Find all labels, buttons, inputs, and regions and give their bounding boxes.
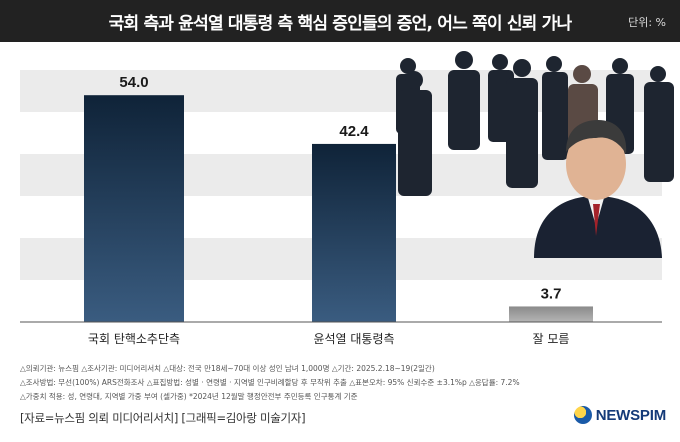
value-label-3: 3.7 bbox=[541, 285, 562, 302]
value-label-1: 54.0 bbox=[119, 74, 148, 91]
unit-label: 단위: % bbox=[628, 16, 666, 29]
newspim-logo-icon bbox=[573, 406, 592, 424]
photo-illustration bbox=[396, 51, 674, 258]
category-label-3: 잘 모름 bbox=[533, 332, 570, 346]
chart-title: 국회 측과 윤석열 대통령 측 핵심 증인들의 증언, 어느 쪽이 신뢰 가나 bbox=[108, 14, 572, 34]
category-label-2: 윤석열 대통령측 bbox=[313, 332, 394, 346]
note-line-3: △가중치 적용: 성, 연령대, 지역별 가중 부여 (셀가중) *2024년 … bbox=[20, 392, 358, 401]
bar-3 bbox=[509, 306, 593, 322]
bar-1 bbox=[84, 95, 184, 322]
brand-name: NEWSPIM bbox=[595, 406, 666, 424]
header-bar: 국회 측과 윤석열 대통령 측 핵심 증인들의 증언, 어느 쪽이 신뢰 가나 … bbox=[0, 0, 680, 42]
bar-chart: 54.0 국회 탄핵소추단측 42.4 윤석열 대통령측 3.7 잘 모름 bbox=[20, 70, 662, 346]
note-line-1: △의뢰기관: 뉴스핌 △조사기관: 미디어리서치 △대상: 전국 만18세~70… bbox=[20, 364, 435, 373]
source-credit: [자료=뉴스핌 의뢰 미디어리서치] [그래픽=김아랑 미술기자] bbox=[20, 411, 306, 425]
value-label-2: 42.4 bbox=[339, 123, 369, 140]
bar-2 bbox=[312, 143, 396, 322]
note-line-2: △조사방법: 무선(100%) ARS전화조사 △표집방법: 성별 · 연령별 … bbox=[20, 378, 520, 387]
category-label-1: 국회 탄핵소추단측 bbox=[88, 332, 180, 346]
survey-notes: △의뢰기관: 뉴스핌 △조사기관: 미디어리서치 △대상: 전국 만18세~70… bbox=[20, 362, 670, 404]
brand-logo: NEWSPIM bbox=[573, 406, 666, 424]
